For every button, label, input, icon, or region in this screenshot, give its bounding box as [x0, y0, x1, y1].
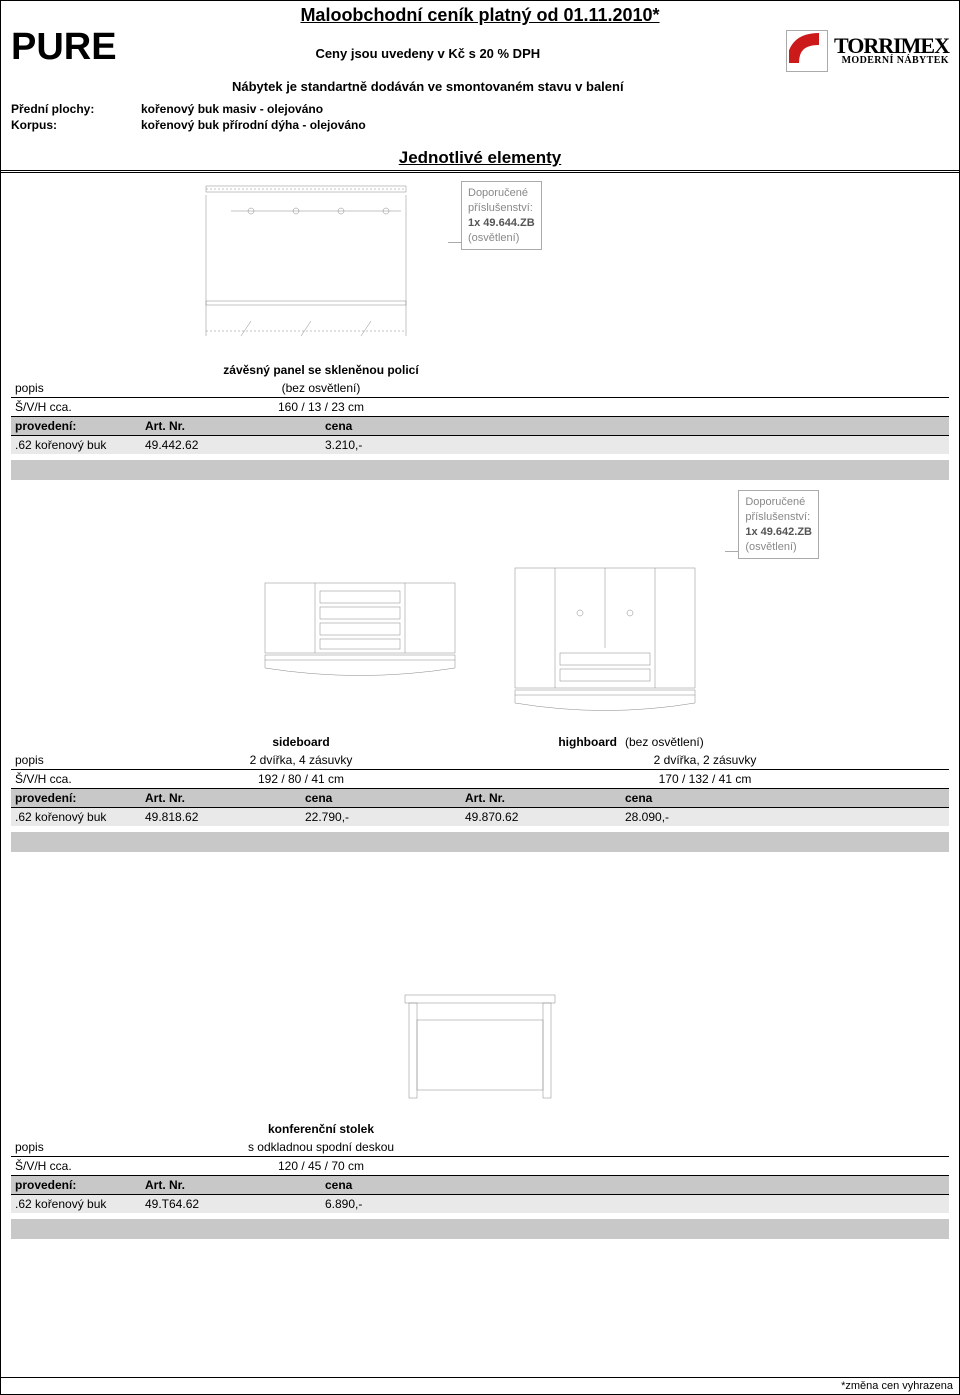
callout-1: Doporučené příslušenství: 1x 49.644.ZB (… [461, 181, 542, 250]
body-label: Korpus: [11, 118, 141, 132]
logo-name: TORRIMEX [834, 36, 949, 56]
item2-table: sideboard highboard (bez osvětlení) popi… [11, 733, 949, 826]
item3-table: konferenční stolek popiss odkladnou spod… [11, 1120, 949, 1213]
vendor-logo: TORRIMEX MODERNÍ NÁBYTEK [739, 26, 949, 72]
front-value: kořenový buk masiv - olejováno [141, 102, 323, 116]
drawing-highboard [505, 563, 705, 723]
drawing-table [395, 980, 565, 1110]
body-value: kořenový buk přírodní dýha - olejováno [141, 118, 366, 132]
section-title: Jednotlivé elementy [1, 148, 959, 168]
item1-table: závěsný panel se skleněnou policí popis(… [11, 361, 949, 454]
brand-name: PURE [11, 26, 117, 69]
drawing-panel [201, 181, 411, 341]
front-label: Přední plochy: [11, 102, 141, 116]
logo-sub: MODERNÍ NÁBYTEK [834, 55, 949, 66]
callout-2: Doporučené příslušenství: 1x 49.642.ZB (… [738, 490, 819, 559]
packaging-note: Nábytek je standartně dodáván ve smontov… [117, 79, 739, 94]
price-note: Ceny jsou uvedeny v Kč s 20 % DPH [117, 46, 739, 61]
drawing-sideboard [255, 563, 465, 693]
logo-icon [786, 30, 828, 72]
footer-note: *změna cen vyhrazena [1, 1377, 959, 1394]
page-title: Maloobchodní ceník platný od 01.11.2010* [1, 1, 959, 26]
